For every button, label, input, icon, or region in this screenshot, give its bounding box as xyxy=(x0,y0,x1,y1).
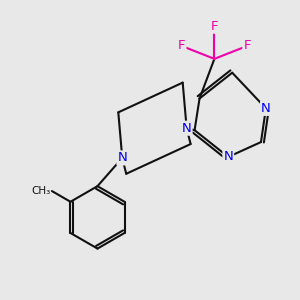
Text: N: N xyxy=(261,102,271,115)
Text: F: F xyxy=(211,20,218,33)
Text: N: N xyxy=(117,152,127,164)
Text: N: N xyxy=(224,150,233,164)
Text: N: N xyxy=(182,122,191,135)
Text: F: F xyxy=(243,40,251,52)
Text: F: F xyxy=(178,40,185,52)
Text: CH₃: CH₃ xyxy=(31,186,50,196)
